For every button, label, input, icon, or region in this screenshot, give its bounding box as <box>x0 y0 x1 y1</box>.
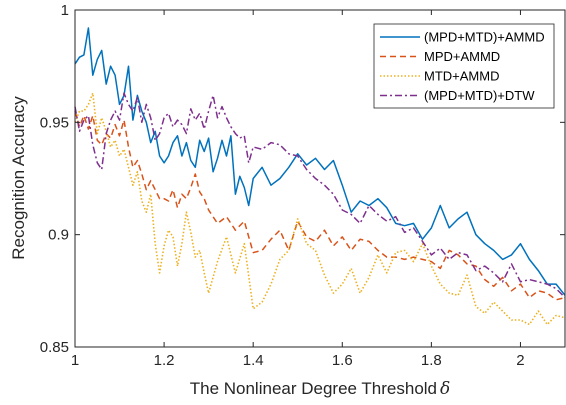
x-tick-label: 1.4 <box>243 352 264 369</box>
legend: (MPD+MTD)+AMMD MPD+AMMD MTD+AMMD (MPD+MTD)+… <box>373 23 555 109</box>
ticks-layer: 1 1.2 1.4 1.6 1.8 2 0.85 0.9 0.95 1 <box>40 2 565 369</box>
y-tick-label: 0.95 <box>40 114 69 131</box>
x-tick-label: 2 <box>516 352 524 369</box>
x-axis-label-symbol: δ <box>440 379 450 399</box>
legend-label-2: MPD+AMMD <box>424 49 500 64</box>
series-line-3 <box>74 92 566 326</box>
x-tick-label: 1.2 <box>154 352 175 369</box>
series-layer <box>74 27 566 326</box>
y-tick-label: 0.85 <box>40 339 69 356</box>
x-axis-label: The Nonlinear Degree Threshold δ <box>190 379 451 399</box>
plot-area-frame <box>74 9 566 348</box>
legend-box <box>373 23 555 109</box>
x-tick-label: 1.6 <box>332 352 353 369</box>
series-line-1 <box>74 27 566 296</box>
x-axis-label-text: The Nonlinear Degree Threshold <box>190 379 437 398</box>
y-tick-label: 0.9 <box>48 227 69 244</box>
series-line-2 <box>74 110 566 301</box>
y-axis-label: Recognition Accuracy <box>9 96 28 260</box>
legend-label-1: (MPD+MTD)+AMMD <box>424 30 545 45</box>
x-tick-label: 1.8 <box>421 352 442 369</box>
series-line-4 <box>74 92 566 299</box>
legend-label-4: (MPD+MTD)+DTW <box>424 88 535 103</box>
x-tick-label: 1 <box>71 352 79 369</box>
legend-label-3: MTD+AMMD <box>424 69 499 84</box>
y-tick-label: 1 <box>61 2 69 19</box>
